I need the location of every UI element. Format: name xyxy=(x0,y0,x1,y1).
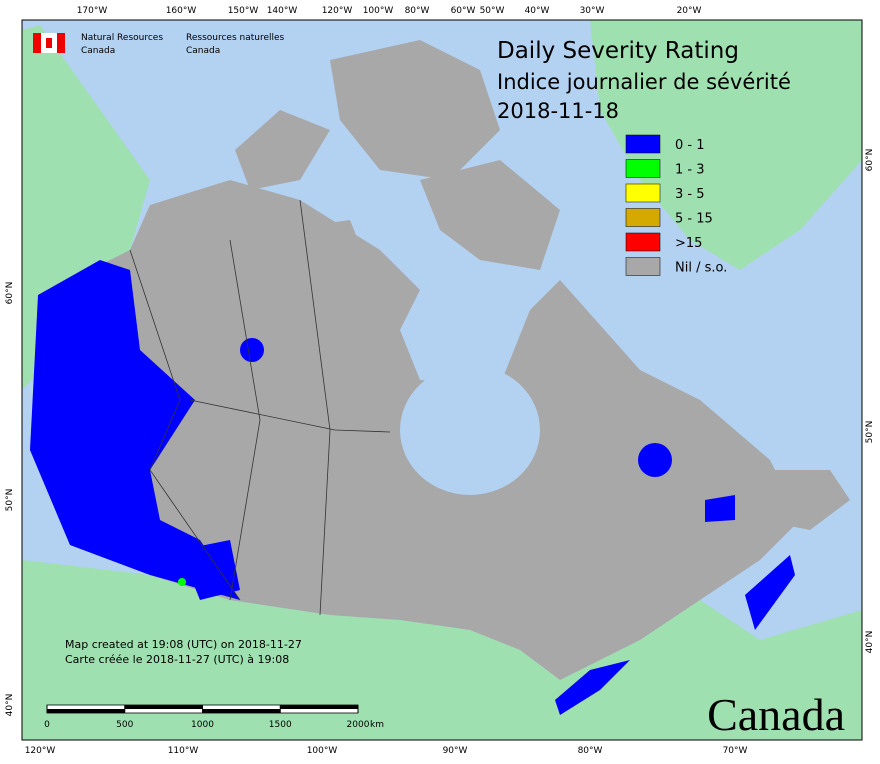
footer-note: Carte créée le 2018-11-27 (UTC) à 19:08 xyxy=(65,653,289,666)
longitude-label: 90°W xyxy=(443,746,468,756)
scale-label: 1500 xyxy=(269,720,292,730)
scale-bar-segment xyxy=(280,705,358,709)
wordmark: Canada xyxy=(707,689,845,740)
map-title: Daily Severity Rating xyxy=(497,38,739,64)
generated: 0 - 1 1 - 3 3 - 5 5 - 15 >15 Nil / s.o. 170°W 1… xyxy=(5,6,875,756)
latitude-label: 40°N xyxy=(5,694,15,717)
flag xyxy=(33,33,65,53)
longitude-label: 150°W xyxy=(228,6,259,16)
longitude-label: 120°W xyxy=(25,746,56,756)
scale-label: 0 xyxy=(44,720,50,730)
longitude-label: 60°W xyxy=(451,6,476,16)
latitude-label: 50°N xyxy=(865,421,875,444)
legend-label: Nil / s.o. xyxy=(675,261,727,276)
map-frame xyxy=(21,19,863,741)
map-title: Indice journalier de sévérité xyxy=(497,70,791,94)
longitude-label: 70°W xyxy=(723,746,748,756)
latitude-label: 40°N xyxy=(865,631,875,654)
legend-label: 1 - 3 xyxy=(675,163,705,178)
department-fr: Canada xyxy=(186,46,220,56)
map-title: 2018-11-18 xyxy=(497,99,619,123)
legend-label: 5 - 15 xyxy=(675,212,713,227)
longitude-label: 110°W xyxy=(168,746,199,756)
legend-swatch xyxy=(625,134,661,154)
legend-label: >15 xyxy=(675,236,702,251)
longitude-label: 30°W xyxy=(580,6,605,16)
longitude-label: 170°W xyxy=(77,6,108,16)
longitude-label: 100°W xyxy=(307,746,338,756)
scale-unit: km xyxy=(370,720,384,730)
scale-bar-segment xyxy=(47,709,125,713)
legend-swatch xyxy=(625,257,661,276)
latitude-label: 50°N xyxy=(5,489,15,512)
scale-label: 2000 xyxy=(347,720,370,730)
department-en: Natural Resources xyxy=(81,33,163,43)
latitude-label: 60°N xyxy=(5,282,15,305)
legend-label: 0 - 1 xyxy=(675,138,705,153)
longitude-label: 120°W xyxy=(322,6,353,16)
longitude-label: 100°W xyxy=(363,6,394,16)
scale-label: 1000 xyxy=(191,720,214,730)
longitude-label: 140°W xyxy=(267,6,298,16)
scale-bar-segment xyxy=(124,705,203,709)
scale-bar-segment xyxy=(202,709,281,713)
department-en: Canada xyxy=(81,46,115,56)
longitude-label: 160°W xyxy=(166,6,197,16)
longitude-label: 80°W xyxy=(405,6,430,16)
longitude-label: 50°W xyxy=(480,6,505,16)
department-fr: Ressources naturelles xyxy=(186,33,285,43)
longitude-label: 40°W xyxy=(525,6,550,16)
longitude-label: 80°W xyxy=(578,746,603,756)
legend-swatch xyxy=(625,208,661,227)
map xyxy=(22,20,862,740)
legend-swatch xyxy=(625,232,661,252)
legend-swatch xyxy=(625,183,661,203)
scale-label: 500 xyxy=(116,720,133,730)
longitude-label: 20°W xyxy=(677,6,702,16)
legend-label: 3 - 5 xyxy=(675,187,705,202)
footer-note: Map created at 19:08 (UTC) on 2018-11-27 xyxy=(65,638,302,651)
latitude-label: 60°N xyxy=(865,149,875,172)
legend-swatch xyxy=(625,159,661,178)
